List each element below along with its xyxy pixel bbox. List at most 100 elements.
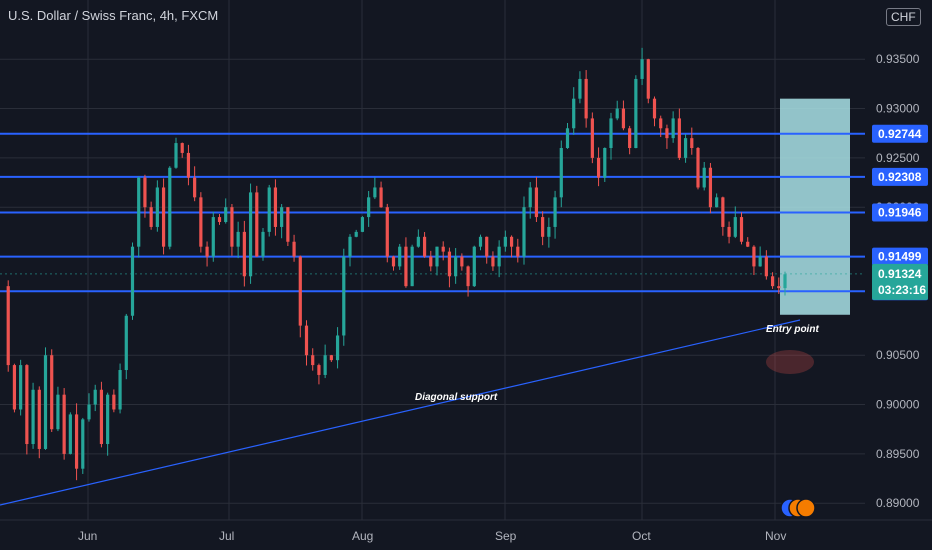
candle-body xyxy=(398,246,402,267)
candle-body xyxy=(596,157,601,178)
economic-events-icon[interactable] xyxy=(780,498,816,518)
candle-body xyxy=(727,226,731,237)
candle-body xyxy=(261,231,265,257)
candle-body xyxy=(31,389,35,445)
x-tick-label: Aug xyxy=(352,529,373,543)
candle-body xyxy=(379,187,383,208)
candle-body xyxy=(460,256,464,267)
candle-body xyxy=(652,98,657,119)
candle-body xyxy=(478,236,483,247)
candle-body xyxy=(329,355,333,361)
x-tick-label: Jul xyxy=(219,529,234,543)
candle-body xyxy=(541,217,545,237)
candle-body xyxy=(360,217,365,232)
candle-body xyxy=(168,167,172,247)
candle-body xyxy=(646,59,650,99)
currency-button[interactable]: CHF xyxy=(886,8,921,26)
y-tick-label: 0.90000 xyxy=(876,398,920,412)
candle-body xyxy=(348,236,352,257)
candle-body xyxy=(367,197,371,218)
candle-body xyxy=(410,246,414,287)
candle-body xyxy=(224,207,228,223)
candle-body xyxy=(584,78,588,119)
candle-body xyxy=(19,365,23,410)
y-tick-label: 0.89500 xyxy=(876,447,920,461)
candle-body xyxy=(149,207,153,227)
candle-body xyxy=(671,118,675,139)
candle-body xyxy=(621,108,626,129)
y-tick-label: 0.89000 xyxy=(876,496,920,510)
level-price-label: 0.92744 xyxy=(878,127,922,141)
candle-body xyxy=(665,128,669,139)
candle-body xyxy=(292,241,296,257)
candle-body xyxy=(746,241,750,247)
candle-body xyxy=(298,256,302,326)
candle-body xyxy=(447,251,452,277)
candle-body xyxy=(491,256,495,267)
candle-body xyxy=(715,197,719,208)
candle-body xyxy=(280,207,284,227)
candle-body xyxy=(628,128,632,149)
candle-body xyxy=(603,148,607,178)
candle-body xyxy=(578,78,582,99)
candle-body xyxy=(25,365,29,445)
candle-body xyxy=(354,231,358,237)
candle-body xyxy=(230,207,234,247)
candle-body xyxy=(572,98,576,129)
candle-body xyxy=(454,256,458,277)
entry-point-label: Entry point xyxy=(766,324,819,335)
candle-body xyxy=(509,236,514,247)
candle-body xyxy=(472,246,476,287)
candle-body xyxy=(211,217,215,257)
candle-body xyxy=(429,256,433,267)
x-tick-label: Oct xyxy=(632,529,651,543)
candle-body xyxy=(659,118,663,129)
candle-body xyxy=(267,187,271,232)
candle-body xyxy=(87,404,91,420)
candle-body xyxy=(391,256,396,267)
y-tick-label: 0.93000 xyxy=(876,102,920,116)
candle-body xyxy=(6,286,10,366)
x-tick-label: Nov xyxy=(765,529,786,543)
x-tick-label: Jun xyxy=(78,529,97,543)
candle-body xyxy=(416,236,420,247)
candle-body xyxy=(590,118,594,158)
event-flag-icon[interactable] xyxy=(796,498,816,518)
symbol-title: U.S. Dollar / Swiss Franc, 4h, FXCM xyxy=(8,8,219,23)
candle-body xyxy=(640,59,644,79)
level-price-tag xyxy=(872,124,928,143)
candle-body xyxy=(733,217,737,237)
candle-body xyxy=(106,394,110,445)
candle-body xyxy=(130,246,135,316)
candle-body xyxy=(174,143,178,168)
candle-body xyxy=(62,394,66,454)
candle-body xyxy=(677,118,681,158)
candle-body xyxy=(217,217,222,223)
candle-body xyxy=(609,118,613,149)
candle-body xyxy=(770,276,775,287)
candle-body xyxy=(161,187,166,247)
candle-body xyxy=(99,389,104,445)
candle-body xyxy=(553,197,557,227)
last-price-label: 0.91324 xyxy=(878,267,922,281)
candle-body xyxy=(56,394,60,430)
highlight-marker xyxy=(766,350,814,374)
candle-body xyxy=(497,246,501,267)
candle-body xyxy=(683,138,688,158)
candle-body xyxy=(273,187,278,227)
level-price-tag xyxy=(872,247,928,266)
candle-body xyxy=(12,365,17,410)
candle-body xyxy=(242,231,246,277)
candle-body xyxy=(615,108,619,119)
candle-body xyxy=(37,389,41,449)
candle-body xyxy=(758,256,762,267)
y-tick-label: 0.90500 xyxy=(876,348,920,362)
candle-body xyxy=(137,177,141,247)
candle-body xyxy=(373,187,377,198)
candle-body xyxy=(335,335,340,361)
candle-body xyxy=(93,389,97,405)
candle-body xyxy=(783,274,787,289)
level-price-label: 0.92308 xyxy=(878,170,922,184)
